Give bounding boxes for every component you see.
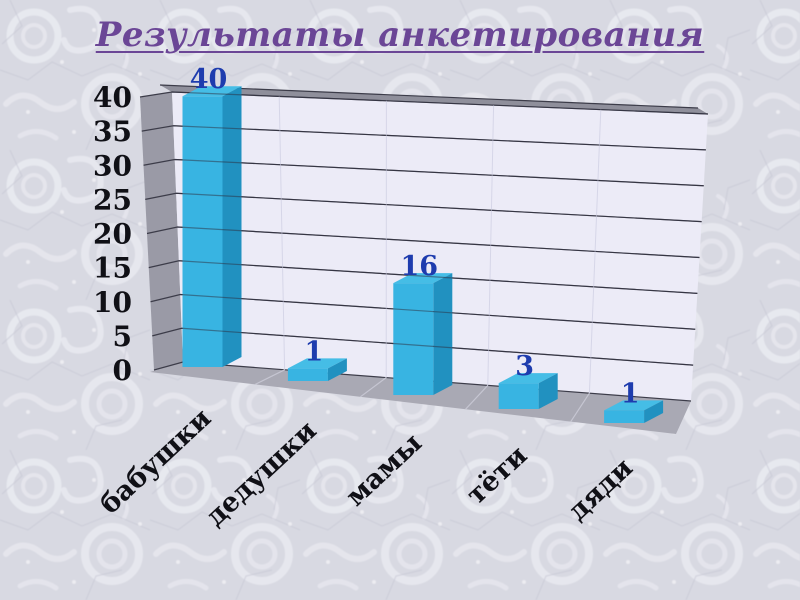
y-tick-35: 35 [93, 115, 132, 148]
bar-top-face [498, 373, 558, 384]
category-label-дедушки: дедушки [200, 415, 323, 532]
title-area: Результаты анкетирования [0, 14, 800, 57]
bar-мамы [393, 273, 453, 395]
bars [182, 86, 664, 423]
value-label-бабушки: 40 [190, 64, 228, 95]
y-tick-5: 5 [113, 320, 132, 353]
bar-front-face [287, 368, 328, 381]
bar-дедушки [287, 358, 347, 381]
y-tick-0: 0 [113, 354, 132, 387]
bar-top-face [604, 400, 664, 411]
bar-front-face [498, 383, 539, 409]
category-label-бабушки: бабушки [94, 403, 217, 521]
bar-side-face [327, 358, 347, 381]
y-tick-15: 15 [93, 252, 132, 285]
y-tick-10: 10 [93, 286, 132, 319]
bar-side-face [433, 273, 453, 395]
bar-top-face [287, 358, 347, 369]
value-label-дедушки: 1 [305, 336, 324, 367]
value-label-тёти: 3 [515, 351, 534, 382]
bar-бабушки [182, 86, 242, 367]
bar-side-face [538, 373, 558, 409]
y-tick-30: 30 [93, 149, 132, 182]
value-label-мамы: 16 [401, 251, 439, 282]
category-label-мамы: мамы [340, 427, 428, 512]
gridline-overlay [171, 91, 709, 366]
category-label-дяди: дяди [562, 452, 639, 526]
bar-дяди [604, 400, 664, 423]
y-tick-25: 25 [93, 183, 132, 216]
value-label-дяди: 1 [621, 378, 640, 409]
y-tick-20: 20 [93, 218, 132, 251]
bar-side-face [644, 400, 664, 423]
category-label-тёти: тёти [461, 440, 534, 511]
bar-front-face [393, 283, 434, 395]
slide-title: Результаты анкетирования [95, 15, 705, 55]
y-tick-40: 40 [93, 81, 132, 114]
bar-front-face [604, 410, 645, 423]
bar-тёти [498, 373, 558, 409]
bar-side-face [222, 86, 242, 367]
bar-front-face [182, 96, 223, 367]
